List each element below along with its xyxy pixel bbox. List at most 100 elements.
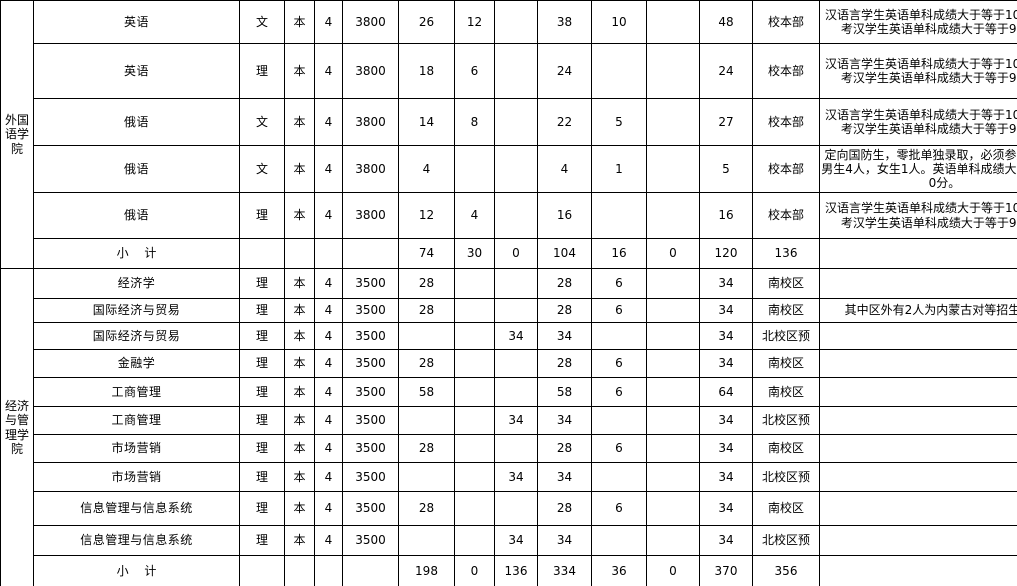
campus-cell: 北校区预 (752, 462, 820, 492)
remark-cell (819, 406, 1017, 435)
quota-inner-total-cell: 38 (537, 0, 592, 44)
college-name-line: 语学 (4, 127, 29, 142)
degree-level-cell: 本 (284, 192, 315, 239)
quota-inner-prep-cell (494, 98, 538, 146)
campus-cell: 南校区 (752, 491, 820, 526)
quota-inner-prep-cell (494, 0, 538, 44)
study-years-cell: 4 (314, 268, 343, 299)
quota-outer-other-cell (646, 462, 700, 492)
tuition-fee-cell: 3500 (342, 377, 399, 407)
quota-inner-minority-cell (454, 377, 495, 407)
quota-inner-minority-cell (454, 349, 495, 378)
quota-inner-prep-cell (494, 192, 538, 239)
subtotal-level-cell (284, 238, 315, 269)
study-years-cell: 4 (314, 462, 343, 492)
table-row: 英语理本438001862424校本部汉语言学生英语单科成绩大于等于100分，民… (1, 43, 1017, 99)
quota-inner-minority-cell: 12 (454, 0, 495, 44)
tuition-fee-cell: 3500 (342, 462, 399, 492)
quota-grand-total-cell: 34 (699, 298, 753, 323)
subtotal-inner-regular-cell: 74 (398, 238, 455, 269)
campus-cell: 北校区预 (752, 322, 820, 350)
remark-cell (819, 268, 1017, 299)
quota-inner-minority-cell: 8 (454, 98, 495, 146)
subtotal-inner-total-cell: 104 (537, 238, 592, 269)
quota-inner-regular-cell: 28 (398, 298, 455, 323)
remark-cell (819, 525, 1017, 556)
study-years-cell: 4 (314, 0, 343, 44)
table-row: 金融学理本 4 3500 28 28 6 34 南校区 (1, 349, 1017, 378)
college-name-line: 经济 (4, 399, 29, 414)
quota-inner-prep-cell (494, 377, 538, 407)
tuition-fee-cell: 3500 (342, 298, 399, 323)
subtotal-outer-other-cell: 0 (646, 555, 700, 586)
quota-inner-prep-cell (494, 145, 538, 193)
quota-inner-total-cell: 28 (537, 491, 592, 526)
quota-outer-regular-cell (591, 462, 647, 492)
subtotal-subject-cell (239, 555, 285, 586)
subject-type-cell: 理 (239, 462, 285, 492)
quota-inner-regular-cell (398, 525, 455, 556)
subtotal-row: 小 计 198 0 136 334 36 0 370 356 (1, 555, 1017, 586)
tuition-fee-cell: 3500 (342, 268, 399, 299)
quota-inner-minority-cell (454, 525, 495, 556)
major-name-cell: 俄语 (33, 145, 240, 193)
tuition-fee-cell: 3500 (342, 525, 399, 556)
table-row: 外国 语学院英语文本 4 3800 26 12 38 10 48 校本部 汉语言学生英语单科成绩大于… (0, 0, 1017, 269)
subtotal-campus-total-cell: 136 (752, 238, 820, 269)
quota-inner-prep-cell: 34 (494, 406, 538, 435)
subject-type-cell: 理 (239, 268, 285, 299)
quota-inner-prep-cell (494, 491, 538, 526)
quota-outer-regular-cell: 6 (591, 377, 647, 407)
quota-outer-other-cell (646, 145, 700, 193)
quota-inner-total-cell: 34 (537, 322, 592, 350)
quota-grand-total-cell: 27 (699, 98, 753, 146)
study-years-cell: 4 (314, 377, 343, 407)
college-name-cell: 经济 与管 理学院 (0, 268, 34, 586)
quota-inner-total-cell: 28 (537, 268, 592, 299)
table-row: 工商管理理本 4 3500 34 34 34 北校区预 (1, 406, 1017, 435)
quota-inner-minority-cell: 4 (454, 192, 495, 239)
major-name-cell: 英语 (33, 43, 240, 99)
table-row: 信息管理与信息系统理本 4 3500 34 34 34 北校区预 (1, 525, 1017, 556)
college-name-line: 院 (10, 141, 23, 156)
quota-inner-total-cell: 24 (537, 43, 592, 99)
major-name-cell: 市场营销 (33, 462, 240, 492)
quota-inner-minority-cell (454, 322, 495, 350)
quota-inner-minority-cell (454, 491, 495, 526)
table-row: 工商管理理本 4 3500 58 58 6 64 南校区 (1, 377, 1017, 407)
campus-cell: 校本部 (752, 43, 820, 99)
quota-inner-regular-cell: 4 (398, 145, 455, 193)
remark-cell: 汉语言学生英语单科成绩大于等于100分，民考汉学生英语单科成绩大于等于90分。 (819, 0, 1017, 44)
major-name-cell: 俄语 (33, 98, 240, 146)
study-years-cell: 4 (314, 525, 343, 556)
subtotal-inner-prep-cell: 136 (494, 555, 538, 586)
campus-cell: 校本部 (752, 0, 820, 44)
study-years-cell: 4 (314, 491, 343, 526)
degree-level-cell: 本 (284, 406, 315, 435)
quota-outer-regular-cell (591, 406, 647, 435)
degree-level-cell: 本 (284, 349, 315, 378)
quota-inner-minority-cell (454, 462, 495, 492)
remark-cell: 汉语言学生英语单科成绩大于等于100分，民考汉学生英语单科成绩大于等于90分。 (819, 43, 1017, 99)
remark-cell (819, 462, 1017, 492)
quota-inner-total-cell: 34 (537, 525, 592, 556)
college-name-cell: 外国 语学院 (0, 0, 34, 269)
quota-inner-regular-cell: 26 (398, 0, 455, 44)
degree-level-cell: 本 (284, 145, 315, 193)
subtotal-level-cell (284, 555, 315, 586)
campus-cell: 南校区 (752, 349, 820, 378)
subject-type-cell: 文 (239, 145, 285, 193)
subtotal-row: 小 计 74 30 0 104 16 0 120 136 (1, 238, 1017, 269)
quota-outer-other-cell (646, 434, 700, 463)
subject-type-cell: 理 (239, 377, 285, 407)
quota-outer-regular-cell (591, 322, 647, 350)
subject-type-cell: 理 (239, 192, 285, 239)
major-name-cell: 英语 (33, 0, 240, 44)
quota-inner-prep-cell (494, 349, 538, 378)
study-years-cell: 4 (314, 298, 343, 323)
degree-level-cell: 本 (284, 434, 315, 463)
remark-cell (819, 434, 1017, 463)
quota-grand-total-cell: 34 (699, 525, 753, 556)
